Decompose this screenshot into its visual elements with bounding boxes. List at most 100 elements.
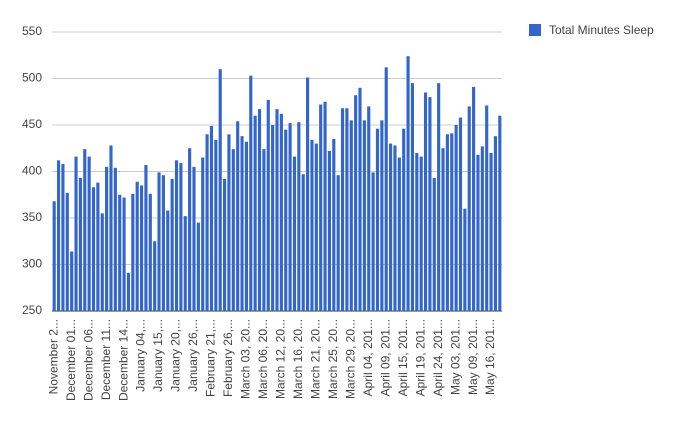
x-tick-label: December 06... [81, 319, 95, 401]
bar [122, 197, 126, 311]
bar [109, 145, 113, 311]
bar [410, 83, 415, 312]
bar [310, 139, 314, 311]
bar [393, 145, 397, 311]
bar [196, 222, 200, 311]
bar [201, 157, 205, 311]
bar [179, 163, 183, 311]
bar [284, 129, 288, 311]
bar [458, 117, 463, 311]
bar [327, 151, 331, 311]
bar [65, 192, 69, 311]
y-tick-label: 350 [22, 210, 42, 224]
bar [61, 164, 65, 311]
bar [428, 97, 432, 311]
bar [450, 133, 454, 311]
bar [244, 141, 248, 311]
bar [358, 87, 362, 311]
bar [166, 210, 170, 311]
legend-label: Total Minutes Sleep [549, 23, 654, 37]
bar [423, 92, 428, 311]
bar [192, 166, 196, 311]
bar [266, 99, 270, 311]
y-tick-label: 400 [22, 164, 42, 178]
y-tick-label: 250 [22, 303, 42, 317]
bar [148, 193, 152, 311]
x-tick-label: May 03, 201... [448, 319, 462, 395]
bar [301, 174, 305, 311]
bar [354, 95, 358, 312]
legend-swatch [529, 24, 541, 36]
bar [380, 120, 384, 311]
bar [52, 201, 56, 311]
bar [231, 149, 235, 311]
bar [485, 105, 489, 311]
bar [375, 128, 380, 311]
bar [345, 108, 349, 311]
bar [131, 193, 135, 311]
bar [139, 185, 144, 311]
bar [463, 208, 467, 311]
bar [56, 160, 61, 311]
x-tick-label: January 15,... [151, 319, 165, 392]
bar [135, 181, 139, 311]
bar [493, 136, 498, 311]
y-tick-label: 300 [22, 257, 42, 271]
bar [415, 152, 419, 311]
x-tick-label: December 11... [99, 319, 113, 400]
bar [445, 134, 449, 311]
bar [384, 67, 388, 311]
bar [476, 154, 480, 311]
bar [397, 157, 401, 311]
bar [306, 77, 310, 311]
bar [406, 56, 410, 312]
x-tick-label: January 26,... [186, 319, 200, 392]
bar [389, 143, 393, 311]
bar [183, 216, 187, 311]
bar [441, 148, 445, 311]
bar [297, 122, 301, 312]
bar [209, 125, 214, 312]
bar [288, 123, 292, 311]
bar [240, 136, 244, 311]
bar [91, 187, 96, 311]
x-tick-label: November 2... [46, 319, 60, 394]
bar [253, 115, 257, 311]
bar [340, 108, 345, 311]
bar [262, 149, 266, 311]
x-tick-label: April 15, 201... [396, 319, 410, 396]
bar [87, 156, 91, 311]
x-tick-label: February 26,... [221, 319, 235, 397]
x-tick-label: March 25, 20... [326, 319, 340, 399]
bar [218, 69, 222, 311]
bar [157, 172, 161, 311]
bar [323, 101, 327, 311]
bar [100, 213, 104, 311]
bar [118, 194, 122, 311]
bar [170, 178, 174, 311]
bar [70, 251, 74, 311]
x-tick-label: March 21, 20... [308, 319, 322, 399]
bar [489, 152, 493, 311]
bar [336, 175, 340, 311]
bar [371, 172, 375, 311]
bar [472, 86, 476, 312]
x-tick-label: February 21,... [204, 319, 218, 397]
y-tick-label: 450 [22, 117, 42, 131]
x-tick-label: January 20,... [169, 319, 183, 392]
x-tick-label: April 24, 201... [431, 319, 445, 396]
bar [292, 156, 297, 311]
bar [498, 115, 502, 311]
bar [332, 138, 336, 311]
bar [74, 156, 78, 311]
bar [96, 182, 100, 311]
bar [279, 113, 283, 311]
y-tick-label: 500 [22, 71, 42, 85]
x-tick-label: December 01... [64, 319, 78, 401]
bar [367, 106, 371, 312]
x-tick-label: December 14... [116, 319, 130, 401]
bar [236, 121, 240, 311]
bar [419, 156, 423, 311]
x-tick-label: April 19, 201... [413, 319, 427, 396]
